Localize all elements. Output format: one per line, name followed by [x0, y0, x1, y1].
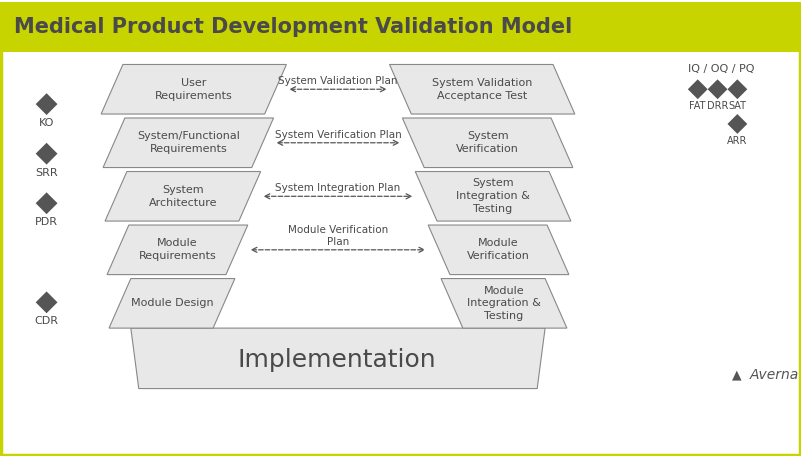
Text: ▲: ▲ [731, 368, 741, 381]
Text: PDR: PDR [35, 217, 58, 227]
Polygon shape [101, 65, 286, 114]
Polygon shape [727, 79, 747, 99]
Polygon shape [131, 328, 545, 388]
Text: Module
Verification: Module Verification [467, 239, 530, 261]
Polygon shape [103, 118, 274, 168]
Text: Module
Integration &
Testing: Module Integration & Testing [467, 285, 541, 321]
Polygon shape [36, 291, 57, 313]
Text: Module
Requirements: Module Requirements [138, 239, 217, 261]
Text: System Validation Plan: System Validation Plan [278, 76, 398, 86]
Text: Implementation: Implementation [238, 349, 436, 372]
Polygon shape [105, 171, 261, 221]
Polygon shape [415, 171, 571, 221]
Polygon shape [36, 143, 57, 164]
Text: System
Architecture: System Architecture [149, 185, 217, 207]
Text: System/Functional
Requirements: System/Functional Requirements [137, 131, 240, 154]
Polygon shape [428, 225, 569, 275]
Text: SRR: SRR [36, 168, 58, 178]
Polygon shape [109, 278, 235, 328]
Polygon shape [688, 79, 708, 99]
Text: User
Requirements: User Requirements [155, 78, 233, 101]
Text: System Verification Plan: System Verification Plan [275, 130, 402, 140]
Text: CDR: CDR [35, 316, 59, 326]
Polygon shape [36, 192, 57, 214]
Text: System Validation
Acceptance Test: System Validation Acceptance Test [432, 78, 532, 101]
Polygon shape [708, 79, 727, 99]
Polygon shape [441, 278, 567, 328]
Text: SAT: SAT [728, 101, 747, 111]
Polygon shape [727, 114, 747, 134]
Text: Module Design: Module Design [131, 298, 213, 308]
Text: KO: KO [39, 118, 54, 128]
FancyBboxPatch shape [0, 2, 801, 52]
Text: FAT: FAT [689, 101, 706, 111]
Text: IQ / OQ / PQ: IQ / OQ / PQ [688, 65, 755, 75]
Text: Module Verification
Plan: Module Verification Plan [288, 225, 388, 247]
Text: Averna: Averna [749, 368, 798, 382]
Polygon shape [36, 93, 57, 115]
Text: System
Verification: System Verification [457, 131, 519, 154]
Polygon shape [402, 118, 573, 168]
Text: System
Integration &
Testing: System Integration & Testing [457, 179, 530, 214]
Polygon shape [107, 225, 248, 275]
Text: DRR: DRR [707, 101, 728, 111]
Text: Medical Product Development Validation Model: Medical Product Development Validation M… [14, 17, 572, 37]
Text: ARR: ARR [727, 136, 747, 146]
Text: System Integration Plan: System Integration Plan [276, 183, 401, 193]
Polygon shape [389, 65, 574, 114]
